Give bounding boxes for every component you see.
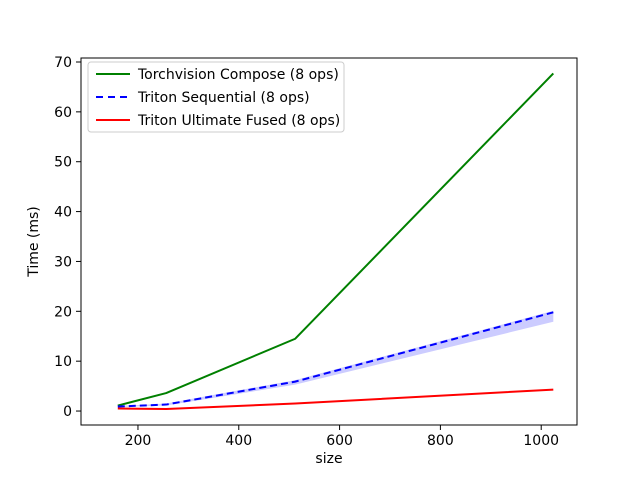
y-tick-label: 40 xyxy=(54,205,72,221)
legend-label-1: Triton Sequential (8 ops) xyxy=(137,90,310,106)
x-tick-label: 200 xyxy=(125,433,152,449)
legend-label-0: Torchvision Compose (8 ops) xyxy=(137,67,339,83)
x-axis-label: size xyxy=(315,451,342,467)
y-tick-label: 70 xyxy=(54,55,72,71)
y-tick-label: 0 xyxy=(63,404,72,420)
series-line-0 xyxy=(117,72,555,407)
series-line-2 xyxy=(117,388,554,411)
y-tick-label: 20 xyxy=(54,304,72,320)
x-tick-label: 600 xyxy=(326,433,353,449)
x-tick-label: 800 xyxy=(427,433,454,449)
y-tick-label: 50 xyxy=(54,155,72,171)
legend-label-2: Triton Ultimate Fused (8 ops) xyxy=(137,113,340,129)
y-tick-label: 30 xyxy=(54,254,72,270)
y-tick-label: 10 xyxy=(54,354,72,370)
y-tick-label: 60 xyxy=(54,105,72,121)
x-tick-label: 1000 xyxy=(523,433,559,449)
series-line-1 xyxy=(117,311,554,408)
x-tick-label: 400 xyxy=(225,433,252,449)
plot-frame xyxy=(80,57,578,426)
legend-box xyxy=(87,61,345,133)
y-axis-label: Time (ms) xyxy=(26,206,42,278)
